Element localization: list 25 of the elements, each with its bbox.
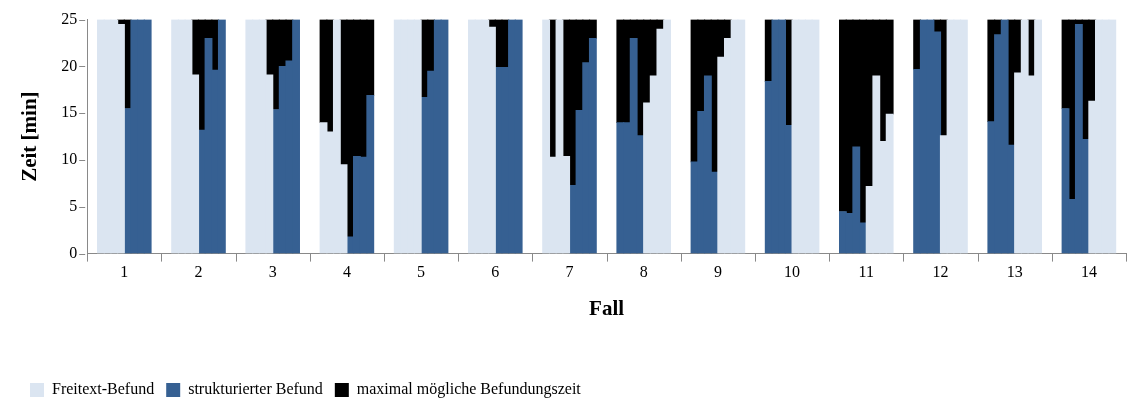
x-tick-label: 7 <box>565 263 574 281</box>
y-tick-label: 10 <box>61 150 78 168</box>
x-tick-label: 5 <box>417 263 426 281</box>
x-tick-label: 3 <box>268 263 277 281</box>
x-tick-label: 8 <box>639 263 648 281</box>
y-axis-title: Zeit [min] <box>17 91 42 182</box>
y-tick-label: 5 <box>69 197 78 214</box>
x-tick-label: 11 <box>858 263 874 281</box>
x-tick-label: 9 <box>713 263 722 281</box>
y-tick-label: 20 <box>61 56 78 74</box>
y-tick-label: 15 <box>61 103 78 121</box>
x-tick-label: 4 <box>342 263 351 281</box>
x-tick-label: 1 <box>120 263 129 281</box>
x-tick-label: 10 <box>784 263 801 281</box>
x-tick-label: 14 <box>1080 263 1097 281</box>
x-tick-label: 13 <box>1006 263 1023 281</box>
x-tick-label: 12 <box>932 263 949 281</box>
x-tick-label: 2 <box>194 263 203 281</box>
x-axis-title: Fall <box>589 295 625 320</box>
y-tick-label: 0 <box>69 243 78 261</box>
legend-label: Freitext-Befund <box>52 380 155 398</box>
legend-label: strukturierter Befund <box>188 380 323 398</box>
x-tick-label: 6 <box>491 263 500 281</box>
legend-label: maximal mögliche Befundungszeit <box>356 380 582 399</box>
y-tick-label: 25 <box>61 9 78 27</box>
